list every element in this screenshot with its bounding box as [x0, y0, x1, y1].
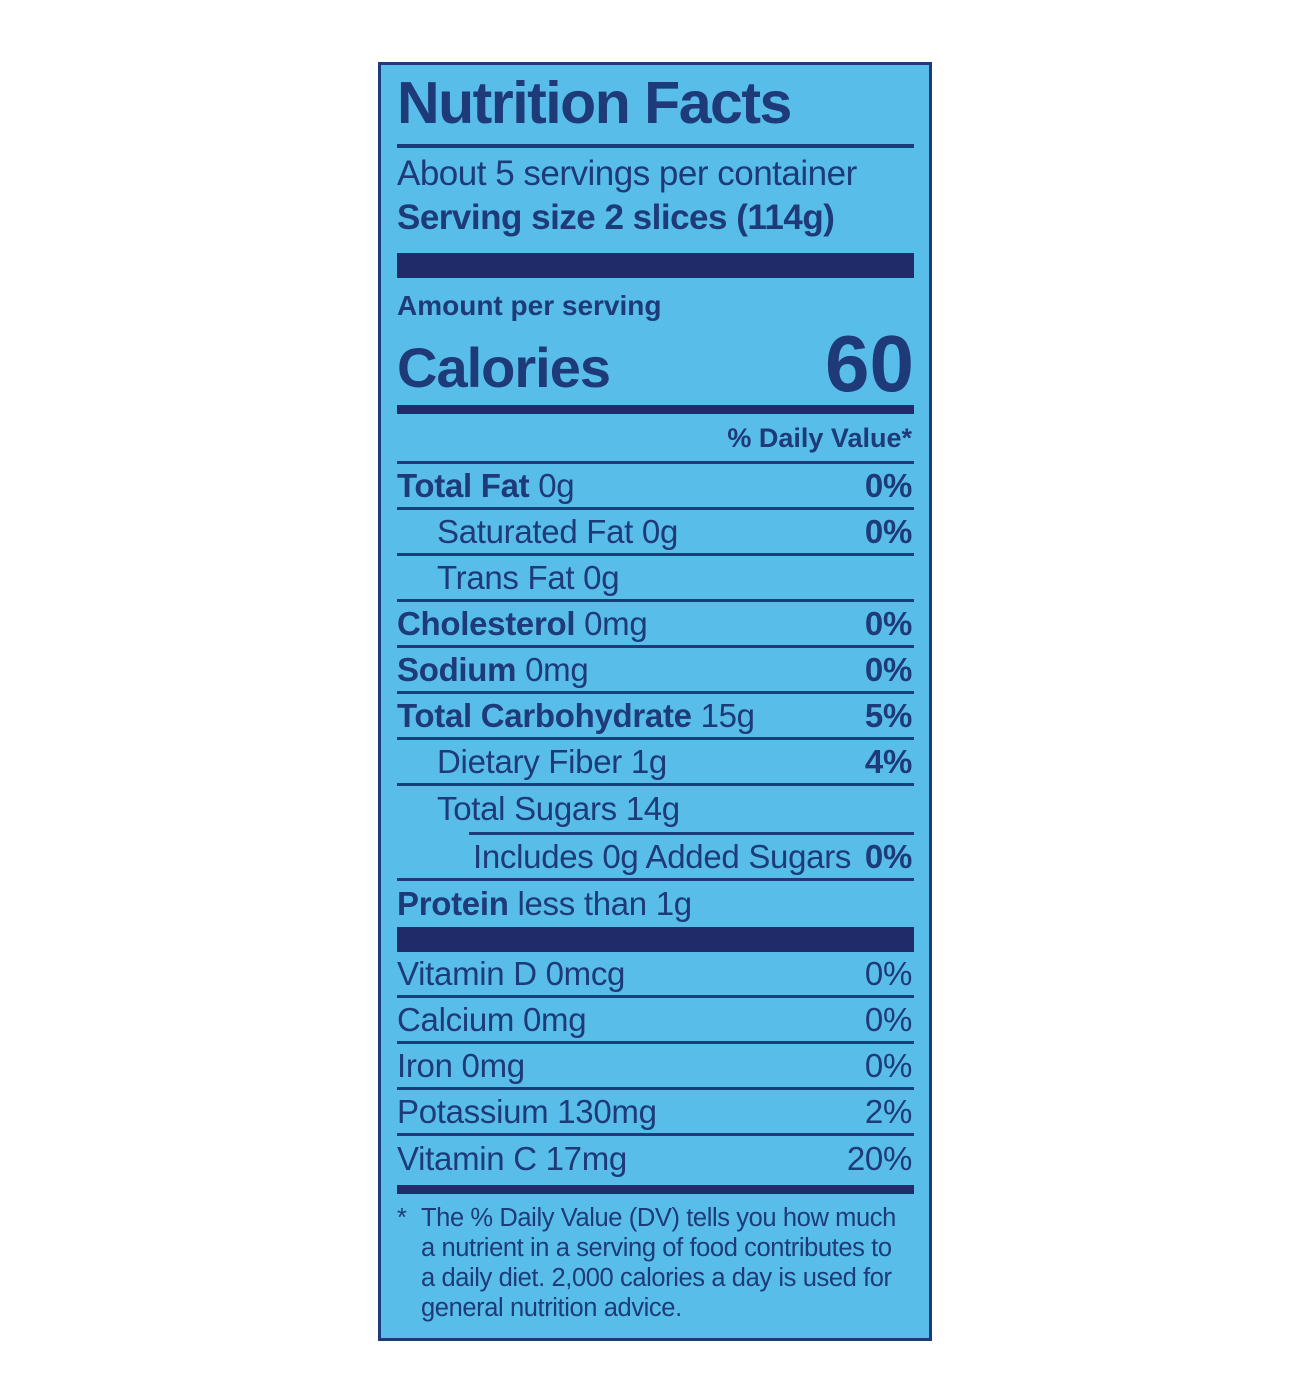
serving-size: Serving size 2 slices (114g): [397, 197, 835, 237]
nutrient-name: Total Fat: [397, 466, 530, 504]
nutrient-percent: 2%: [864, 1092, 912, 1130]
nutrient-percent: 0%: [864, 466, 912, 504]
nutrient-name: Calcium 0mg: [397, 1000, 587, 1038]
nutrient-name: Vitamin D 0mcg: [397, 954, 626, 992]
nutrient-percent: 0%: [864, 1000, 912, 1038]
divider-bar-bottom: [397, 1185, 914, 1195]
nutrient-row-added-sugars: Includes 0g Added Sugars 0%: [397, 835, 914, 882]
footnote-asterisk: *: [397, 1204, 407, 1233]
nutrient-percent: 0%: [864, 512, 912, 550]
nutrient-name: Cholesterol: [397, 604, 576, 642]
nutrient-name: Sodium: [397, 650, 517, 688]
nutrient-name: Saturated Fat 0g: [437, 512, 679, 550]
nutrient-name: Potassium 130mg: [397, 1092, 657, 1130]
daily-value-footnote: * The % Daily Value (DV) tells you how m…: [397, 1203, 914, 1323]
added-sugars-rule: [469, 832, 914, 836]
nutrient-row-cholesterol: Cholesterol 0mg 0%: [397, 602, 914, 649]
divider-bar-calories: [397, 405, 914, 415]
nutrition-facts-label: Nutrition Facts About 5 servings per con…: [378, 62, 932, 1341]
micronutrient-row-potassium: Potassium 130mg 2%: [397, 1090, 914, 1137]
nutrient-percent: 0%: [864, 650, 912, 688]
amount-per-serving-label: Amount per serving: [397, 289, 662, 321]
daily-value-header: % Daily Value*: [397, 414, 914, 465]
nutrient-percent: 0%: [864, 954, 912, 992]
divider-bar-top: [397, 252, 914, 278]
nutrient-row-dietary-fiber: Dietary Fiber 1g 4%: [397, 740, 914, 787]
nutrient-name: Vitamin C 17mg: [397, 1140, 627, 1178]
micronutrient-row-calcium: Calcium 0mg 0%: [397, 998, 914, 1045]
nutrient-amount: 0g: [538, 466, 575, 504]
footnote-text: The % Daily Value (DV) tells you how muc…: [421, 1204, 896, 1323]
divider-bar-middle: [397, 927, 914, 953]
servings-per-container: About 5 servings per container: [397, 153, 857, 193]
nutrient-name: Protein: [397, 885, 509, 923]
nutrient-row-total-carbohydrate: Total Carbohydrate 15g 5%: [397, 694, 914, 741]
nutrient-row-protein: Protein less than 1g: [397, 881, 914, 927]
nutrient-amount: 0mg: [525, 650, 589, 688]
nutrient-name: Trans Fat 0g: [437, 558, 620, 596]
nutrient-name: Dietary Fiber 1g: [437, 742, 667, 780]
nutrient-percent: 0%: [864, 604, 912, 642]
nutrient-percent: 4%: [864, 742, 912, 780]
nutrient-amount: 0mg: [584, 604, 648, 642]
micronutrient-row-vitamin-c: Vitamin C 17mg 20%: [397, 1136, 914, 1182]
nutrient-name: Total Sugars 14g: [437, 790, 680, 828]
nutrient-row-sodium: Sodium 0mg 0%: [397, 648, 914, 695]
calories-row: Calories 60: [397, 318, 914, 408]
nutrient-name: Total Carbohydrate: [397, 696, 692, 734]
nutrient-row-total-fat: Total Fat 0g 0%: [397, 464, 914, 511]
micronutrient-row-vitamin-d: Vitamin D 0mcg 0%: [397, 952, 914, 999]
label-title: Nutrition Facts: [397, 71, 914, 148]
nutrient-row-trans-fat: Trans Fat 0g: [397, 556, 914, 603]
nutrient-amount: less than 1g: [517, 885, 692, 923]
nutrient-name: Includes 0g Added Sugars: [473, 837, 852, 875]
nutrient-row-saturated-fat: Saturated Fat 0g 0%: [397, 510, 914, 557]
micronutrient-row-iron: Iron 0mg 0%: [397, 1044, 914, 1091]
calories-label: Calories: [397, 336, 611, 400]
nutrient-amount: 15g: [700, 696, 755, 734]
calories-value: 60: [825, 318, 914, 408]
nutrient-percent: 0%: [864, 1046, 912, 1084]
nutrient-percent: 20%: [846, 1140, 912, 1178]
nutrient-percent: 0%: [864, 837, 912, 875]
nutrient-row-total-sugars: Total Sugars 14g: [397, 786, 914, 832]
nutrient-percent: 5%: [864, 696, 912, 734]
nutrient-name: Iron 0mg: [397, 1046, 525, 1084]
